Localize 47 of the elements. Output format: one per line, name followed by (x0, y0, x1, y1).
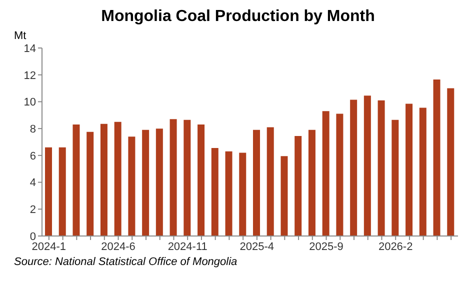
bar (128, 136, 136, 236)
y-axis-title: Mt (14, 30, 28, 42)
x-tick-label: 2024-11 (168, 240, 208, 253)
bar (378, 100, 385, 236)
bar (114, 122, 122, 236)
bar (184, 120, 191, 236)
y-tick-label: 4 (30, 177, 36, 190)
source-note: Source: National Statistical Office of Mongolia (14, 256, 238, 268)
x-tick-label: 2026-2 (378, 240, 413, 253)
bar (350, 100, 358, 236)
y-tick-label: 6 (30, 150, 36, 162)
bar (100, 124, 108, 236)
bar (308, 130, 316, 236)
x-tick-label: 2025-9 (309, 240, 344, 253)
bar (419, 108, 426, 236)
y-tick-label: 2 (30, 204, 36, 216)
bar (225, 151, 232, 236)
bar (433, 80, 440, 236)
bar (322, 111, 330, 236)
bar (447, 88, 454, 236)
bar (211, 148, 218, 236)
y-tick-label: 14 (24, 42, 36, 55)
y-tick-label: 12 (24, 70, 36, 82)
bar (170, 119, 177, 236)
bar (86, 132, 94, 236)
x-tick-label: 2024-6 (101, 240, 136, 253)
bar (156, 128, 163, 236)
chart-title: Mongolia Coal Production by Month (100, 8, 376, 27)
bar (142, 130, 150, 236)
bar (406, 104, 413, 236)
bar (266, 127, 274, 236)
bar (72, 124, 80, 236)
y-tick-label: 8 (30, 123, 36, 136)
bar (336, 114, 344, 236)
bar (364, 96, 371, 236)
y-tick-label: 0 (30, 230, 36, 243)
bar (294, 136, 302, 236)
bar (392, 120, 399, 236)
bar (198, 124, 205, 236)
y-tick-label: 10 (24, 96, 36, 109)
bar (45, 147, 52, 236)
x-tick-label: 2025-4 (240, 240, 274, 253)
bar (58, 147, 66, 236)
bar (280, 156, 288, 236)
bar (239, 152, 246, 236)
x-tick-label: 2024-1 (32, 240, 66, 253)
bar (253, 130, 260, 236)
